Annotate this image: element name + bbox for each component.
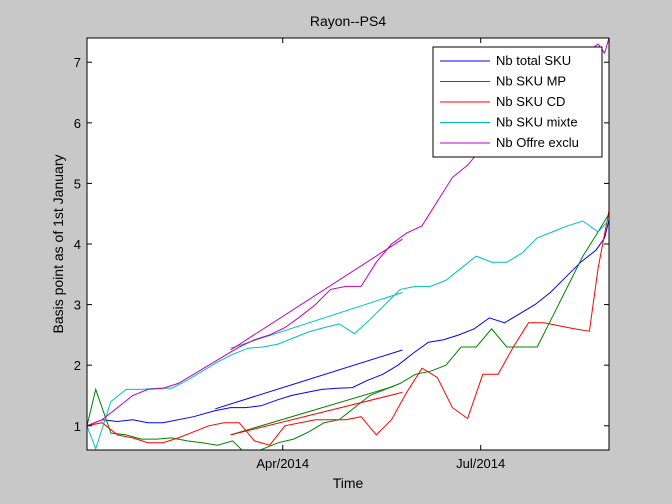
series-line-2-trend: [230, 385, 394, 436]
chart-title: Rayon--PS4: [310, 13, 386, 29]
y-tick-label: 2: [74, 358, 81, 373]
series-line-2: [87, 213, 609, 450]
x-tick-label: Jul/2014: [456, 456, 505, 471]
y-axis-label: Basis point as of 1st January: [50, 155, 66, 334]
series-line-3-trend: [230, 391, 403, 436]
x-tick-label: Apr/2014: [256, 456, 309, 471]
y-tick-label: 1: [74, 419, 81, 434]
y-axis: 1 2 3 4 5 6 7: [74, 55, 609, 434]
x-axis-label: Time: [333, 475, 364, 491]
series-line-4-trend: [230, 292, 403, 349]
y-tick-label: 3: [74, 298, 81, 313]
series-line-5-trend: [230, 238, 403, 351]
legend: Nb total SKU Nb SKU MP Nb SKU CD Nb SKU mix…: [432, 46, 603, 158]
y-tick-label: 5: [74, 176, 81, 191]
series-line-3: [87, 210, 609, 446]
series-line-4: [87, 219, 609, 450]
y-tick-label: 4: [74, 237, 81, 252]
y-tick-label: 6: [74, 116, 81, 131]
series-line-1: [87, 219, 609, 427]
legend-label: Nb SKU MP: [496, 74, 566, 89]
y-tick-label: 7: [74, 55, 81, 70]
x-axis: Apr/2014 Jul/2014: [256, 38, 505, 471]
legend-label: Nb SKU mixte: [496, 115, 578, 130]
legend-label: Nb Offre exclu: [496, 135, 579, 150]
legend-label: Nb SKU CD: [496, 94, 565, 109]
series-line-1-trend: [215, 349, 403, 410]
legend-label: Nb total SKU: [496, 53, 571, 68]
